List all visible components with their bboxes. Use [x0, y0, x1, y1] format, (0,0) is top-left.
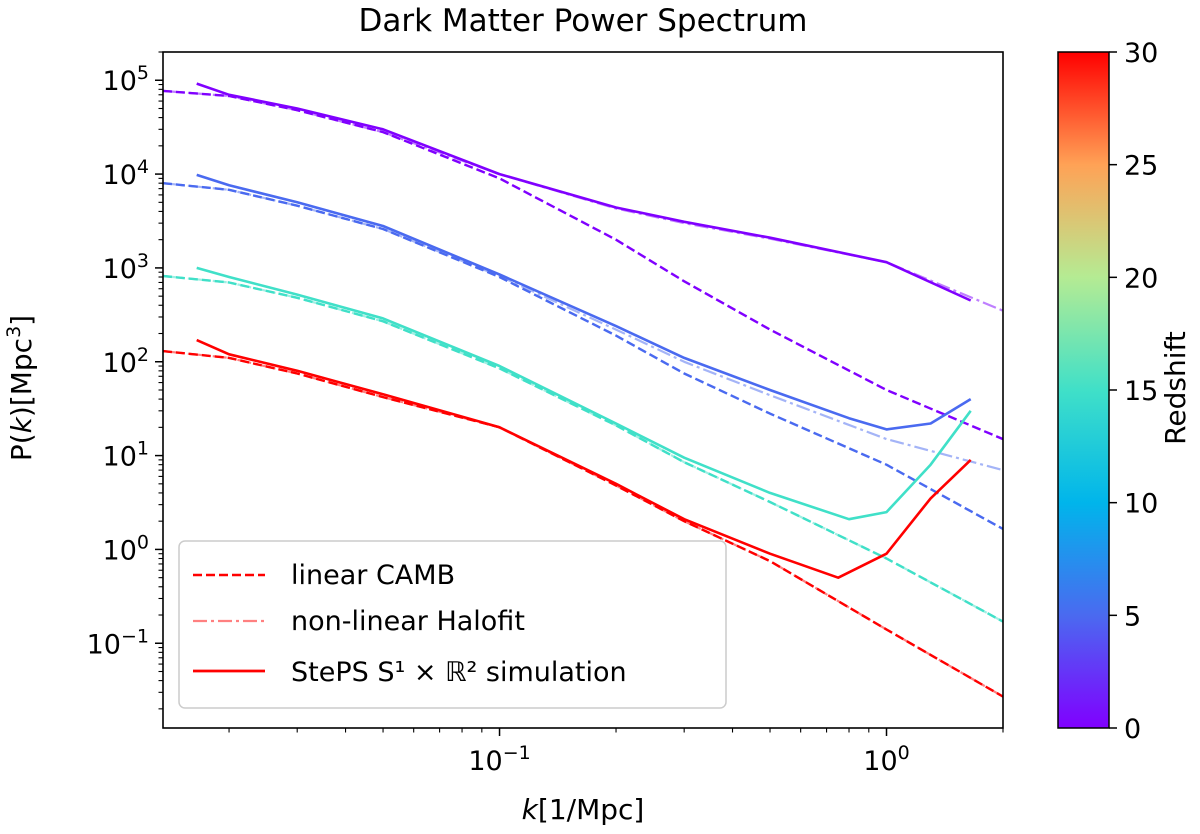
y-tick-label: 102: [103, 344, 149, 379]
colorbar-tick-label: 5: [1124, 601, 1141, 632]
series-z3-linear-camb-line: [163, 182, 1003, 531]
y-axis-label: P(k)[Mpc3]: [3, 315, 38, 461]
y-tick-label: 100: [103, 531, 149, 566]
series-z10-halofit-line: [163, 274, 1003, 623]
colorbar-gradient: [1057, 51, 1110, 729]
y-tick-label: 101: [103, 438, 149, 473]
colorbar-tick-label: 0: [1124, 714, 1141, 745]
series-z10-simulation-line: [196, 266, 972, 521]
y-tick-label: 105: [103, 62, 149, 97]
x-ticks: 10−1 100: [228, 728, 1004, 777]
legend-simulation-label: StePS S¹ × ℝ² simulation: [291, 657, 627, 688]
legend-box: [178, 540, 727, 709]
y-tick-label: 104: [103, 156, 149, 191]
colorbar: 0 5 10 15 20 25 30 Redshift: [1057, 38, 1192, 745]
series-z10-linear-camb-line: [163, 274, 1003, 623]
colorbar-tick-label: 30: [1124, 38, 1158, 69]
series-z0-simulation-line: [196, 82, 972, 302]
x-tick-label: 100: [863, 742, 909, 777]
colorbar-label: Redshift: [1159, 331, 1192, 445]
chart-title: Dark Matter Power Spectrum: [359, 3, 808, 39]
legend: linear CAMB non-linear Halofit StePS S¹ …: [178, 540, 727, 709]
legend-linear-camb-label: linear CAMB: [291, 560, 455, 591]
colorbar-tick-label: 25: [1124, 151, 1158, 182]
series-z3-simulation-line: [196, 173, 972, 431]
colorbar-tick-label: 10: [1124, 489, 1158, 520]
colorbar-ticks: 0 5 10 15 20 25 30: [1109, 38, 1158, 745]
colorbar-tick-label: 20: [1124, 263, 1158, 294]
y-tick-label: 103: [103, 250, 149, 285]
colorbar-tick-label: 15: [1124, 376, 1158, 407]
series-layer: [163, 82, 1003, 698]
series-z0-linear-camb-line: [163, 89, 1003, 441]
y-tick-label: 10−1: [87, 625, 149, 660]
series-z3-halofit-line: [163, 182, 1003, 472]
y-ticks: 10−1 100 101 102 103 104 105: [87, 51, 163, 710]
x-tick-label: 10−1: [468, 742, 530, 777]
series-z30-simulation-line: [196, 338, 972, 579]
legend-halofit-label: non-linear Halofit: [291, 606, 525, 637]
x-axis-label: k[1/Mpc]: [522, 793, 645, 826]
